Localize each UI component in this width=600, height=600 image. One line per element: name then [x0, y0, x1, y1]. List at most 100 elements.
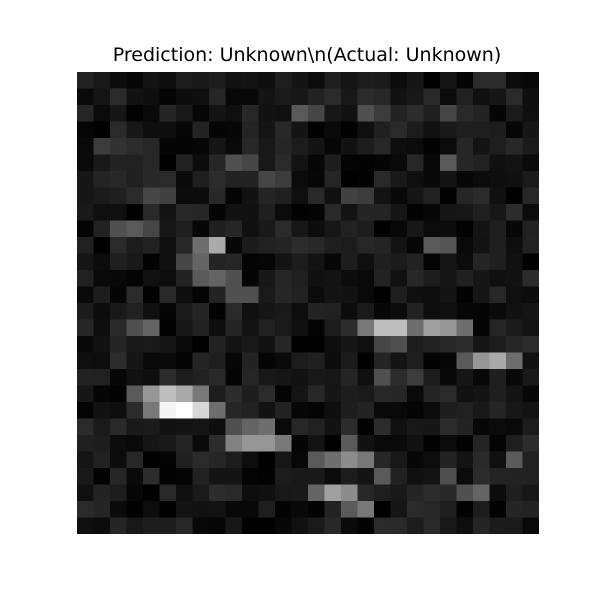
pixel	[258, 253, 276, 271]
pixel	[258, 435, 276, 452]
pixel	[176, 286, 193, 304]
pixel	[489, 88, 507, 106]
pixel	[258, 121, 276, 139]
pixel	[159, 187, 177, 205]
pixel	[407, 385, 424, 403]
pixel	[77, 138, 94, 155]
pixel	[308, 270, 325, 287]
pixel	[374, 105, 391, 122]
pixel	[489, 253, 507, 271]
pixel	[440, 72, 457, 89]
pixel	[143, 352, 160, 370]
pixel	[291, 253, 309, 271]
pixel	[390, 501, 408, 518]
pixel	[456, 253, 474, 271]
pixel	[423, 501, 441, 518]
pixel	[192, 369, 210, 386]
pixel	[423, 253, 441, 271]
pixel	[176, 402, 193, 419]
pixel	[473, 88, 490, 106]
pixel	[506, 270, 523, 287]
pixel	[192, 171, 210, 188]
pixel	[126, 270, 144, 287]
pixel	[456, 451, 474, 469]
pixel	[423, 171, 441, 188]
pixel	[440, 484, 457, 502]
pixel	[176, 204, 193, 221]
pixel	[77, 303, 94, 320]
pixel	[308, 286, 325, 304]
pixel	[456, 187, 474, 205]
pixel	[440, 237, 457, 254]
pixel	[176, 253, 193, 271]
pixel	[176, 171, 193, 188]
pixel	[473, 204, 490, 221]
pixel	[110, 517, 127, 534]
pixel	[110, 270, 127, 287]
pixel	[110, 468, 127, 485]
pixel	[423, 88, 441, 106]
pixel	[176, 435, 193, 452]
pixel	[390, 220, 408, 238]
pixel	[324, 468, 342, 485]
pixel	[506, 171, 523, 188]
pixel	[506, 88, 523, 106]
pixel	[176, 154, 193, 172]
pixel	[341, 72, 358, 89]
pixel	[506, 237, 523, 254]
pixel	[159, 402, 177, 419]
pixel	[258, 369, 276, 386]
pixel	[308, 187, 325, 205]
pixel	[473, 336, 490, 353]
pixel	[242, 286, 259, 304]
pixel	[390, 154, 408, 172]
pixel	[77, 220, 94, 238]
pixel	[308, 435, 325, 452]
pixel	[341, 220, 358, 238]
pixel	[308, 105, 325, 122]
pixel	[489, 154, 507, 172]
pixel	[242, 220, 259, 238]
pixel	[473, 303, 490, 320]
pixel	[522, 435, 539, 452]
pixel	[291, 138, 309, 155]
pixel	[258, 501, 276, 518]
pixel	[110, 237, 127, 254]
pixel	[209, 105, 226, 122]
pixel	[308, 468, 325, 485]
pixel	[390, 385, 408, 403]
pixel	[77, 418, 94, 436]
pixel	[258, 303, 276, 320]
pixel	[407, 187, 424, 205]
pixel	[440, 435, 457, 452]
pixel	[143, 105, 160, 122]
pixel	[275, 435, 292, 452]
pixel	[143, 220, 160, 238]
pixel	[440, 402, 457, 419]
pixel	[209, 72, 226, 89]
pixel	[258, 270, 276, 287]
pixel	[110, 204, 127, 221]
pixel	[159, 435, 177, 452]
pixel	[522, 253, 539, 271]
pixel	[407, 138, 424, 155]
pixel	[176, 468, 193, 485]
pixel	[407, 253, 424, 271]
pixel	[110, 501, 127, 518]
pixel	[374, 385, 391, 403]
pixel	[192, 319, 210, 337]
pixel	[489, 237, 507, 254]
pixel	[159, 237, 177, 254]
pixel	[192, 88, 210, 106]
pixel	[77, 451, 94, 469]
pixel	[159, 303, 177, 320]
pixel	[473, 253, 490, 271]
pixel	[242, 319, 259, 337]
pixel	[242, 204, 259, 221]
pixel	[126, 352, 144, 370]
pixel	[159, 138, 177, 155]
pixel	[258, 468, 276, 485]
pixel	[341, 270, 358, 287]
pixel	[407, 303, 424, 320]
pixel	[93, 435, 111, 452]
